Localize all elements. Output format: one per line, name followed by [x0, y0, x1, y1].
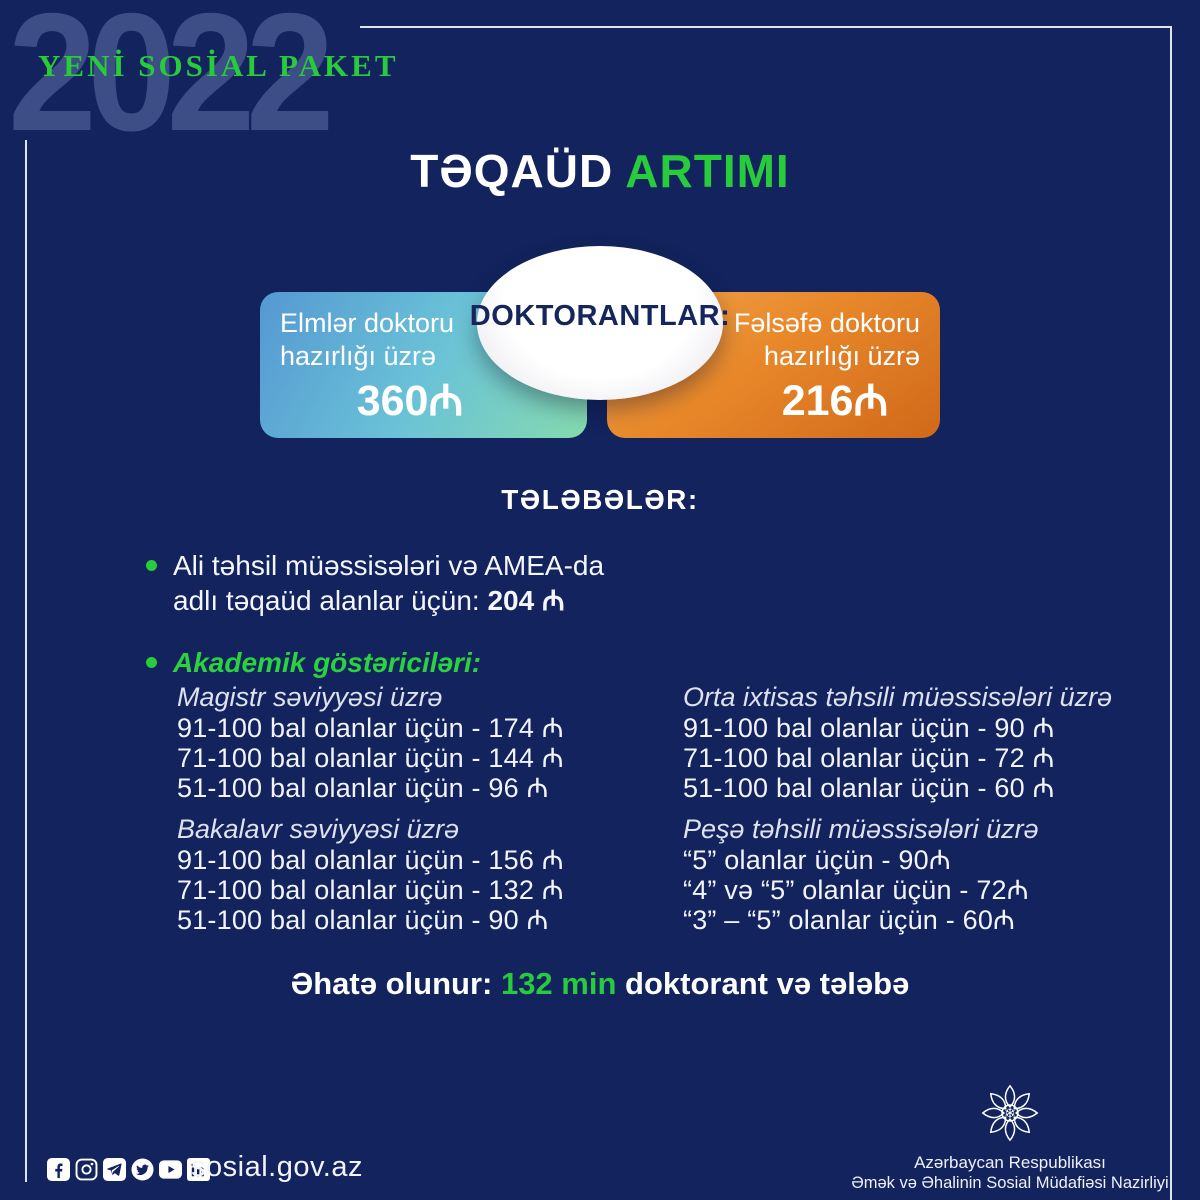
akademik-heading: Akademik göstəriciləri:: [173, 647, 482, 678]
list-line: 71-100 bal olanlar üçün - 72 ₼: [683, 743, 1055, 773]
page-title: TƏQAÜD ARTIMI: [0, 144, 1200, 198]
list-line: 71-100 bal olanlar üçün - 132 ₼: [177, 875, 564, 905]
list-line: 91-100 bal olanlar üçün - 90 ₼: [683, 713, 1055, 743]
bullet-akademik: Akademik göstəriciləri:: [146, 645, 481, 680]
doktorantlar-badge: DOKTORANTLAR:: [470, 246, 730, 400]
social-icons-row: [47, 1158, 210, 1181]
svg-text:❄: ❄: [1004, 1106, 1016, 1122]
ministry-name-line2: Əmək və Əhalinin Sosial Müdafiəsi Nazirl…: [851, 1174, 1169, 1192]
coverage-summary: Əhatə olunur: 132 min doktorant və tələb…: [0, 966, 1200, 1002]
card-felsefe-amount: 216₼: [781, 377, 889, 425]
group-heading: Bakalavr səviyyəsi üzrə: [177, 814, 460, 844]
list-line: 51-100 bal olanlar üçün - 90 ₼: [177, 905, 549, 935]
ministry-block: ❄ Azərbaycan Respublikası Əmək və Əhalin…: [845, 1083, 1175, 1194]
ministry-logo-icon: ❄: [981, 1084, 1039, 1142]
group-pese-tehsili: Peşə təhsili müəssisələri üzrə “5” olanl…: [683, 813, 1112, 935]
bullet-ali-line2-value: 204 ₼: [487, 585, 565, 616]
frame-line-top: [360, 26, 1172, 28]
title-normal: TƏQAÜD: [410, 145, 626, 197]
telebeler-heading: TƏLƏBƏLƏR:: [501, 484, 699, 515]
bullet-ali-tehsil-text: Ali təhsil müəssisələri və AMEA-da adlı …: [173, 548, 604, 618]
title-highlight: ARTIMI: [625, 145, 790, 197]
linkedin-icon[interactable]: [187, 1158, 210, 1181]
column-left: Magistr səviyyəsi üzrə 91-100 bal olanla…: [177, 681, 564, 935]
summary-highlight: 132 min: [500, 966, 617, 1001]
list-line: “3” – “5” olanlar üçün - 60₼: [683, 905, 1016, 935]
group-bakalavr: Bakalavr səviyyəsi üzrə 91-100 bal olanl…: [177, 813, 564, 935]
website-link[interactable]: sosial.gov.az: [191, 1151, 363, 1183]
list-line: 71-100 bal olanlar üçün - 144 ₼: [177, 743, 564, 773]
year-watermark: 2022: [8, 0, 335, 166]
card-felsefe-line1: Fəlsəfə doktoru: [733, 308, 920, 338]
group-magistr: Magistr səviyyəsi üzrə 91-100 bal olanla…: [177, 681, 564, 803]
card-elmler-label: Elmlər doktoru hazırlığı üzrə: [280, 307, 454, 373]
twitter-icon[interactable]: [131, 1158, 154, 1181]
frame-line-right: [1170, 26, 1172, 1200]
list-line: 91-100 bal olanlar üçün - 174 ₼: [177, 713, 564, 743]
ministry-name-line1: Azərbaycan Respublikası: [914, 1153, 1106, 1172]
facebook-icon[interactable]: [47, 1158, 70, 1181]
list-line: “4” və “5” olanlar üçün - 72₼: [683, 875, 1029, 905]
card-elmler-line2: hazırlığı üzrə: [280, 341, 437, 371]
list-line: “5” olanlar üçün - 90₼: [683, 845, 951, 875]
group-orta-ixtisas: Orta ixtisas təhsili müəssisələri üzrə 9…: [683, 681, 1112, 803]
bullet-ali-line1: Ali təhsil müəssisələri və AMEA-da: [173, 550, 605, 581]
frame-line-left: [25, 140, 27, 1182]
bullet-dot: [146, 560, 157, 571]
group-heading: Peşə təhsili müəssisələri üzrə: [683, 814, 1039, 844]
bullet-dot: [146, 657, 157, 668]
card-elmler-line1: Elmlər doktoru: [280, 308, 455, 338]
bullet-ali-tehsil: Ali təhsil müəssisələri və AMEA-da adlı …: [146, 548, 604, 618]
bullet-ali-line2: adlı təqaüd alanlar üçün: 204 ₼: [173, 583, 604, 618]
list-line: 51-100 bal olanlar üçün - 60 ₼: [683, 773, 1055, 803]
group-heading: Orta ixtisas təhsili müəssisələri üzrə: [683, 682, 1113, 712]
card-felsefe-line2: hazırlığı üzrə: [763, 341, 920, 371]
group-heading: Magistr səviyyəsi üzrə: [177, 682, 443, 712]
list-line: 51-100 bal olanlar üçün - 96 ₼: [177, 773, 549, 803]
instagram-icon[interactable]: [75, 1158, 98, 1181]
list-line: 91-100 bal olanlar üçün - 156 ₼: [177, 845, 564, 875]
doktorantlar-badge-label: DOKTORANTLAR:: [469, 299, 731, 332]
card-felsefe-label: Fəlsəfə doktoru hazırlığı üzrə: [734, 307, 920, 373]
summary-suffix: doktorant və tələbə: [616, 966, 910, 1001]
youtube-icon[interactable]: [159, 1158, 182, 1181]
bullet-ali-line2-text: adlı təqaüd alanlar üçün:: [173, 585, 488, 616]
card-elmler-amount: 360₼: [356, 377, 464, 425]
summary-prefix: Əhatə olunur:: [290, 966, 501, 1001]
tagline: YENİ SOSİAL PAKET: [38, 48, 399, 83]
telegram-icon[interactable]: [103, 1158, 126, 1181]
column-right: Orta ixtisas təhsili müəssisələri üzrə 9…: [683, 681, 1112, 935]
